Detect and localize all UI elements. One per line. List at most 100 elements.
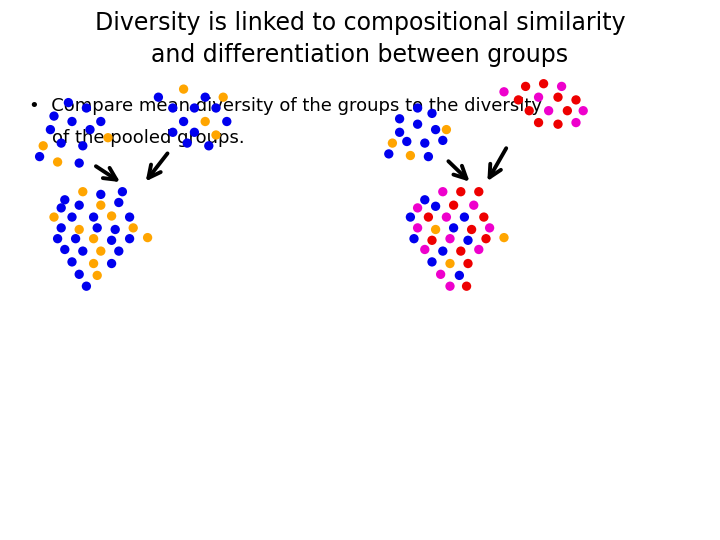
Point <box>444 259 456 268</box>
Point <box>462 259 474 268</box>
Point <box>91 271 103 280</box>
Point <box>455 187 467 196</box>
Point <box>124 234 135 243</box>
Point <box>387 139 398 147</box>
Point <box>81 282 92 291</box>
Point <box>570 96 582 104</box>
Point <box>55 224 67 232</box>
Point <box>95 117 107 126</box>
Point <box>448 201 459 210</box>
Point <box>426 258 438 266</box>
Point <box>419 245 431 254</box>
Point <box>70 234 81 243</box>
Point <box>430 125 441 134</box>
Point <box>430 202 441 211</box>
Point <box>412 204 423 212</box>
Point <box>178 85 189 93</box>
Point <box>142 233 153 242</box>
Point <box>55 139 67 147</box>
Point <box>543 106 554 115</box>
Point <box>412 224 423 232</box>
Point <box>552 120 564 129</box>
Point <box>153 93 164 102</box>
Point <box>468 201 480 210</box>
Point <box>412 120 423 129</box>
Point <box>102 133 114 142</box>
Point <box>426 109 438 118</box>
Point <box>538 79 549 88</box>
Point <box>444 282 456 291</box>
Point <box>199 93 211 102</box>
Point <box>419 139 431 147</box>
Point <box>66 117 78 126</box>
Point <box>401 137 413 146</box>
Text: Diversity is linked to compositional similarity: Diversity is linked to compositional sim… <box>95 11 625 35</box>
Point <box>459 213 470 221</box>
Point <box>77 247 89 255</box>
Point <box>66 258 78 266</box>
Point <box>448 224 459 232</box>
Point <box>77 141 89 150</box>
Point <box>423 213 434 221</box>
Point <box>55 204 67 212</box>
Point <box>570 118 582 127</box>
Point <box>437 247 449 255</box>
Point <box>52 234 63 243</box>
Point <box>577 106 589 115</box>
Point <box>437 136 449 145</box>
Text: and differentiation between groups: and differentiation between groups <box>151 43 569 67</box>
Point <box>117 187 128 196</box>
Point <box>513 96 524 104</box>
Point <box>408 234 420 243</box>
Point <box>37 141 49 150</box>
Point <box>52 158 63 166</box>
Point <box>34 152 45 161</box>
Point <box>73 225 85 234</box>
Point <box>81 104 92 112</box>
Point <box>562 106 573 115</box>
Point <box>73 159 85 167</box>
Point <box>210 104 222 112</box>
Point <box>473 187 485 196</box>
Point <box>189 128 200 137</box>
Point <box>167 104 179 112</box>
Point <box>394 128 405 137</box>
Point <box>178 117 189 126</box>
Point <box>95 190 107 199</box>
Text: •  Compare mean diversity of the groups to the diversity: • Compare mean diversity of the groups t… <box>29 97 541 115</box>
Point <box>520 82 531 91</box>
Point <box>66 213 78 221</box>
Point <box>441 213 452 221</box>
Point <box>523 106 535 115</box>
Point <box>106 212 117 220</box>
Point <box>217 93 229 102</box>
Point <box>91 224 103 232</box>
Point <box>63 98 74 107</box>
Point <box>462 236 474 245</box>
Point <box>127 224 139 232</box>
Point <box>109 225 121 234</box>
Point <box>59 195 71 204</box>
Point <box>88 213 99 221</box>
Point <box>88 259 99 268</box>
Point <box>430 225 441 234</box>
Point <box>437 187 449 196</box>
Point <box>441 125 452 134</box>
Point <box>88 234 99 243</box>
Point <box>48 112 60 120</box>
Point <box>203 141 215 150</box>
Point <box>199 117 211 126</box>
Point <box>473 245 485 254</box>
Point <box>383 150 395 158</box>
Point <box>45 125 56 134</box>
Point <box>394 114 405 123</box>
Point <box>189 104 200 112</box>
Point <box>48 213 60 221</box>
Point <box>498 87 510 96</box>
Point <box>167 128 179 137</box>
Point <box>221 117 233 126</box>
Point <box>95 201 107 210</box>
Point <box>412 104 423 112</box>
Point <box>435 270 446 279</box>
Text: of the pooled groups.: of the pooled groups. <box>29 129 244 146</box>
